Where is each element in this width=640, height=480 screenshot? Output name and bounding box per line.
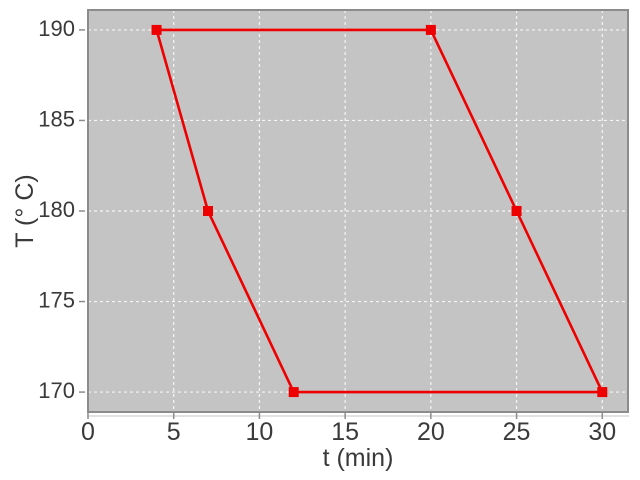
y-tick-label: 190	[38, 16, 75, 41]
x-tick-label: 30	[588, 418, 616, 446]
y-tick-label: 180	[38, 197, 75, 222]
axis-tick-labels: 0 5 10 15 20 25 30 170 175 180 185 190	[38, 16, 616, 446]
data-point-marker	[511, 206, 522, 216]
x-tick-label: 10	[246, 418, 274, 446]
x-tick-label: 25	[503, 418, 531, 446]
data-point-marker	[425, 24, 436, 35]
axis-ticks	[79, 29, 604, 419]
x-tick-label: 5	[167, 418, 181, 446]
x-tick-label: 15	[331, 418, 359, 446]
y-tick-label: 175	[38, 288, 75, 313]
data-point-marker	[597, 387, 608, 398]
x-axis-title: t (min)	[323, 444, 394, 472]
y-tick-label: 170	[38, 378, 75, 403]
data-series-layer	[151, 24, 608, 398]
data-point-marker	[288, 387, 299, 398]
data-point-marker	[151, 24, 162, 35]
x-tick-label: 0	[81, 418, 95, 446]
data-point-marker	[203, 206, 213, 216]
y-tick-label: 185	[38, 106, 75, 131]
y-axis-title: T (° C)	[11, 174, 39, 247]
x-tick-label: 20	[417, 418, 445, 446]
plot-frame	[87, 9, 629, 413]
